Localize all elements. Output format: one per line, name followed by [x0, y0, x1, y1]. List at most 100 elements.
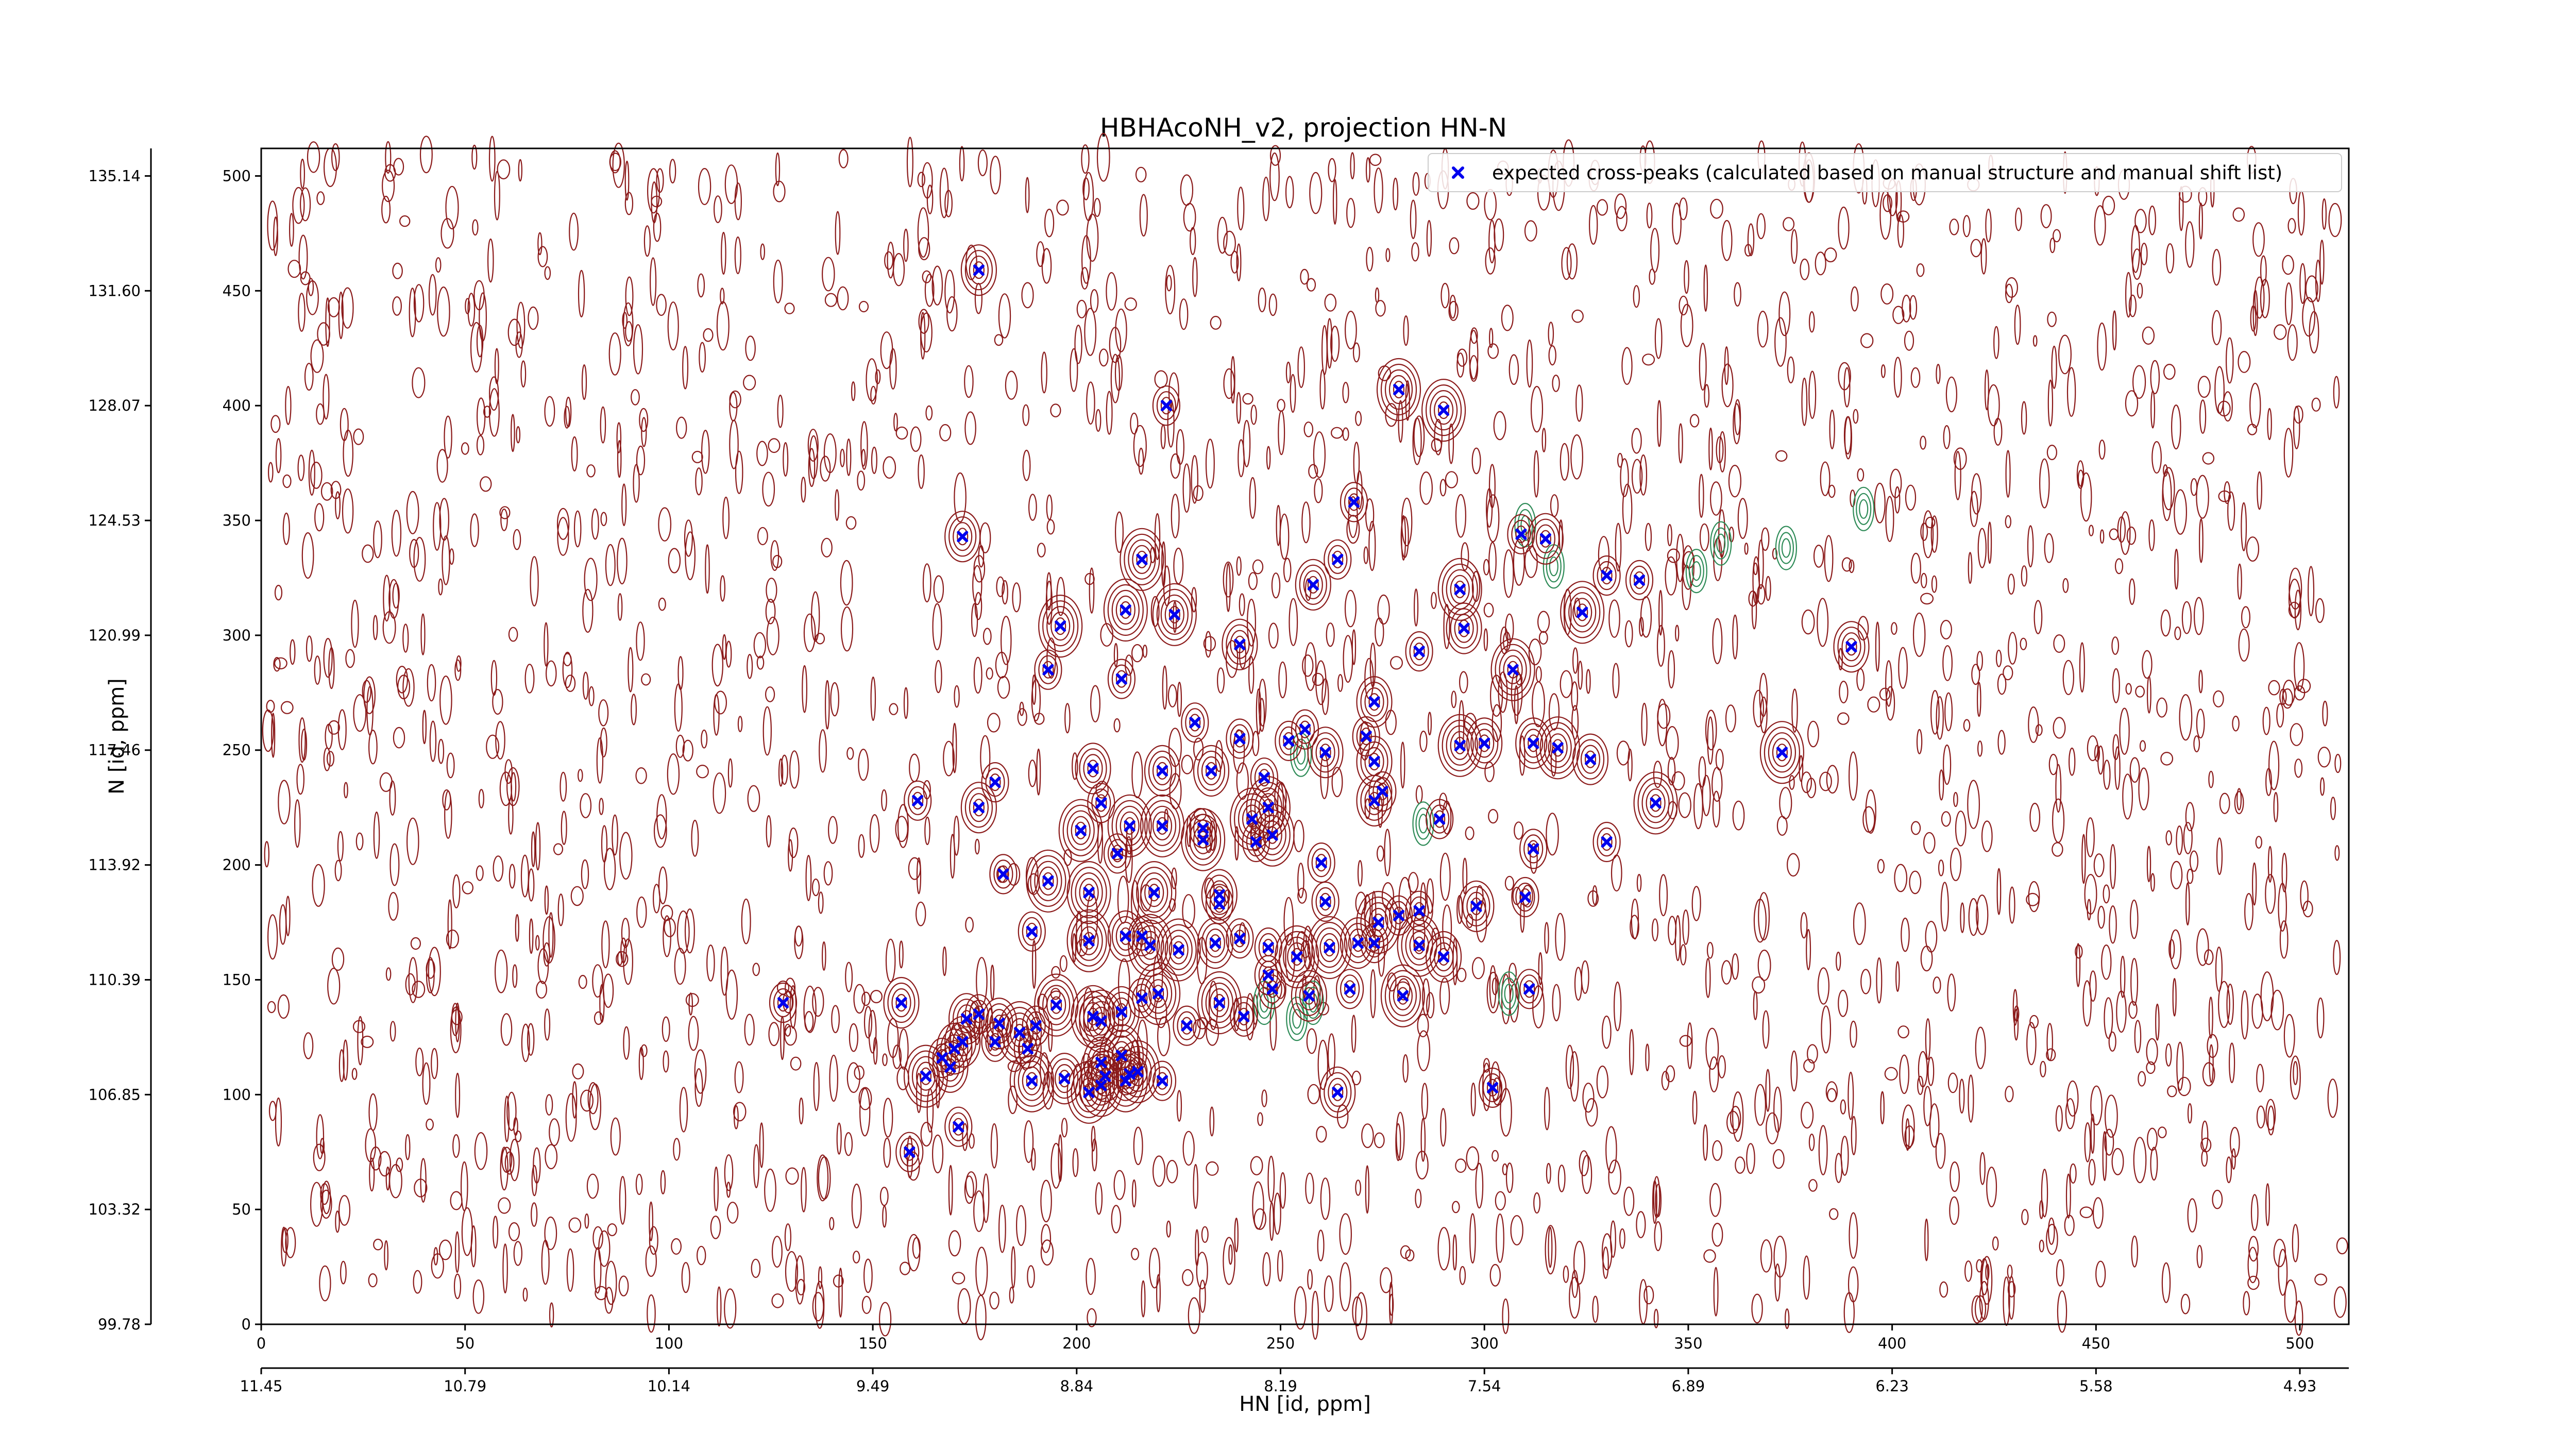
noise-contour	[1300, 268, 1309, 285]
noise-contour	[1728, 464, 1741, 498]
noise-contour	[2215, 946, 2223, 992]
noise-contour	[1242, 393, 1253, 405]
noise-contour	[392, 262, 403, 279]
noise-contour	[599, 798, 604, 815]
noise-contour	[861, 1295, 872, 1314]
noise-contour	[323, 637, 333, 678]
peak-contour	[1201, 976, 1238, 1029]
noise-contour	[2142, 650, 2153, 679]
noise-contour	[1939, 1281, 1948, 1298]
noise-contour	[296, 764, 304, 795]
noise-contour	[2160, 609, 2171, 637]
peak-contour	[1454, 736, 1466, 754]
noise-contour	[470, 322, 483, 373]
noise-contour	[2165, 243, 2175, 274]
noise-contour	[1829, 409, 1835, 449]
noise-contour	[1616, 740, 1630, 766]
peak-contour	[1115, 595, 1136, 625]
noise-contour	[623, 1026, 630, 1060]
noise-contour	[1843, 416, 1852, 455]
noise-contour	[1840, 1099, 1846, 1115]
noise-contour	[566, 1248, 574, 1292]
noise-contour	[1378, 796, 1383, 828]
noise-contour	[1684, 260, 1689, 294]
noise-contour	[747, 654, 753, 679]
legend-marker	[1452, 166, 1464, 179]
noise-contour	[1439, 852, 1451, 901]
noise-contour	[1452, 1234, 1458, 1271]
noise-contour	[388, 891, 399, 921]
noise-contour	[1578, 661, 1583, 690]
noise-contour	[1786, 853, 1800, 877]
noise-contour	[2035, 724, 2043, 736]
peak-contour	[1234, 930, 1246, 948]
peak-contour	[944, 1058, 956, 1076]
cross-peak-marker	[1377, 785, 1388, 797]
noise-contour	[903, 228, 909, 262]
noise-contour	[880, 331, 893, 369]
noise-contour	[823, 861, 833, 886]
noise-contour	[1971, 664, 1980, 685]
negative-contour	[1713, 527, 1729, 560]
noise-contour	[1950, 847, 1962, 881]
noise-contour	[588, 686, 595, 706]
noise-contour	[1883, 194, 1893, 212]
noise-contour	[437, 287, 450, 337]
noise-contour	[1801, 771, 1812, 794]
noise-contour	[1106, 391, 1113, 435]
noise-contour	[694, 1049, 707, 1094]
noise-contour	[986, 667, 993, 680]
noise-contour	[982, 628, 992, 645]
noise-contour	[2333, 376, 2340, 409]
noise-contour	[1431, 928, 1439, 941]
noise-contour	[1808, 311, 1815, 333]
noise-contour	[1596, 1065, 1609, 1099]
noise-contour	[2079, 642, 2085, 693]
noise-contour	[600, 512, 607, 526]
noise-contour	[1560, 443, 1569, 481]
noise-contour	[2250, 305, 2257, 332]
noise-contour	[1680, 944, 1687, 966]
cross-peak-marker	[1319, 747, 1331, 759]
noise-contour	[619, 832, 633, 880]
noise-contour	[1044, 209, 1055, 238]
noise-contour	[1909, 295, 1918, 320]
noise-contour	[535, 935, 540, 951]
noise-contour	[2110, 844, 2116, 889]
noise-contour	[420, 613, 426, 655]
noise-contour	[1237, 187, 1245, 231]
noise-contour	[2026, 892, 2040, 906]
peak-contour	[1066, 810, 1095, 851]
noise-contour	[1342, 381, 1349, 403]
peak-contour	[1148, 883, 1160, 902]
noise-contour	[1439, 479, 1447, 497]
cross-peak-marker	[1087, 1010, 1099, 1022]
peak-contour	[1837, 627, 1866, 667]
noise-contour	[977, 149, 988, 176]
noise-contour	[1072, 752, 1078, 780]
noise-contour	[1486, 971, 1500, 1014]
noise-contour	[860, 421, 868, 470]
noise-contour	[392, 296, 402, 316]
noise-contour	[1278, 661, 1287, 699]
noise-contour	[777, 394, 784, 428]
peak-contour	[1201, 756, 1222, 786]
noise-contour	[270, 415, 281, 433]
noise-contour	[1920, 572, 1927, 588]
noise-contour	[845, 516, 857, 530]
noise-contour	[964, 411, 976, 445]
noise-contour	[521, 1023, 530, 1063]
noise-contour	[829, 1217, 835, 1231]
noise-contour	[1488, 808, 1499, 824]
peak-contour	[904, 1143, 916, 1161]
peak-contour	[1307, 916, 1352, 980]
noise-contour	[733, 1102, 747, 1122]
noise-contour	[1575, 384, 1583, 422]
y-ppm-tick-label: 99.78	[98, 1316, 141, 1333]
peak-contour	[1156, 391, 1176, 420]
peak-contour	[1168, 935, 1189, 965]
noise-contour	[917, 207, 929, 258]
noise-contour	[851, 381, 856, 401]
cross-peak-marker	[1307, 579, 1319, 591]
noise-contour	[500, 1147, 509, 1191]
